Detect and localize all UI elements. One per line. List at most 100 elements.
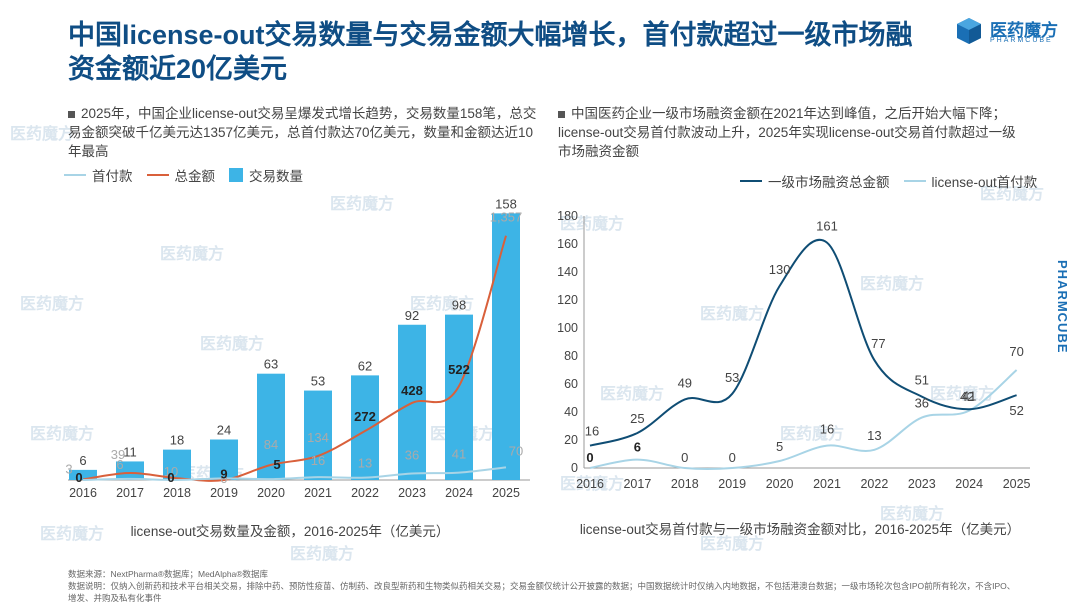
x-tick-label: 2025 <box>1003 477 1031 491</box>
financing-label: 77 <box>871 336 885 351</box>
financing-label: 161 <box>816 219 838 234</box>
total-label: 428 <box>401 383 423 398</box>
explain-note: 数据说明：仅纳入创新药和技术平台相关交易，排除中药、预防性疫苗、仿制药、改良型新… <box>68 581 1016 603</box>
y-tick-label: 0 <box>571 461 578 475</box>
upfront-label: 41 <box>962 389 976 404</box>
watermark: 医药魔方 <box>290 546 355 563</box>
side-brand-label: PHARMCUBE <box>1055 260 1070 354</box>
bar-deals <box>163 449 191 480</box>
y-tick-label: 140 <box>557 265 578 279</box>
y-tick-label: 20 <box>564 433 578 447</box>
total-label: 134 <box>307 430 329 445</box>
y-tick-label: 40 <box>564 405 578 419</box>
bar-deals <box>210 439 238 480</box>
y-tick-label: 80 <box>564 349 578 363</box>
total-label: 3 <box>65 461 72 476</box>
left-legend: 首付款 总金额 交易数量 <box>64 165 317 185</box>
upfront-label: 16 <box>311 453 325 468</box>
legend-item-upfront: 首付款 <box>64 165 133 185</box>
y-tick-label: 180 <box>557 209 578 223</box>
total-amount-line <box>82 235 507 482</box>
x-tick-label: 2022 <box>860 477 888 491</box>
x-tick-label: 2021 <box>304 486 332 500</box>
upfront-label: 0 <box>586 450 593 465</box>
total-label: 522 <box>448 362 470 377</box>
x-tick-label: 2016 <box>69 486 97 500</box>
bar-label: 62 <box>358 358 372 373</box>
legend-item-financing: 一级市场融资总金额 <box>740 171 890 191</box>
upfront-label: 0 <box>681 450 688 465</box>
x-tick-label: 2021 <box>813 477 841 491</box>
bar-label: 53 <box>311 374 325 389</box>
financing-label: 25 <box>630 411 644 426</box>
left-chart: 6201611201718201824201963202053202162202… <box>65 196 530 500</box>
bar-label: 158 <box>495 196 517 211</box>
x-tick-label: 2020 <box>766 477 794 491</box>
total-label: 39 <box>111 447 125 462</box>
upfront-label: 13 <box>358 456 372 471</box>
total-label: 272 <box>354 409 376 424</box>
upfront-label: 6 <box>116 457 123 472</box>
bar-label: 24 <box>217 423 231 438</box>
upfront-label: 36 <box>405 448 419 463</box>
upfront-label: 70 <box>1009 344 1023 359</box>
x-tick-label: 2017 <box>116 486 144 500</box>
total-label: 10 <box>164 464 178 479</box>
x-tick-label: 2025 <box>492 486 520 500</box>
x-tick-label: 2020 <box>257 486 285 500</box>
total-label: 1,357 <box>490 210 523 225</box>
total-label: 84 <box>264 437 278 452</box>
x-tick-label: 2024 <box>445 486 473 500</box>
upfront-label: 6 <box>634 440 641 455</box>
financing-label: 49 <box>678 375 692 390</box>
bar-label: 6 <box>79 453 86 468</box>
upfront-label: 41 <box>452 447 466 462</box>
legend-item-upfront: license-out首付款 <box>903 171 1037 191</box>
bullet-square-icon <box>68 110 75 118</box>
brand-name-en: PHARMCUBE <box>990 37 1053 44</box>
x-tick-label: 2016 <box>576 477 604 491</box>
financing-label: 42 <box>960 389 974 404</box>
upfront-label: 0 <box>729 450 736 465</box>
bullet-square-icon <box>558 110 565 118</box>
x-tick-label: 2023 <box>908 477 936 491</box>
x-tick-label: 2024 <box>955 477 983 491</box>
watermark: 医药魔方 <box>10 126 75 143</box>
source-note: 数据来源：NextPharma®数据库；MedAlpha®数据库 <box>68 569 269 579</box>
y-tick-label: 100 <box>557 321 578 335</box>
left-note: 2025年，中国企业license-out交易呈爆发式增长趋势，交易数量158笔… <box>68 106 537 159</box>
upfront-label: 9 <box>220 466 227 481</box>
right-caption: license-out交易首付款与一级市场融资金额对比，2016-2025年（亿… <box>579 522 1021 537</box>
legend-item-total: 总金额 <box>146 165 215 185</box>
upfront-label: 16 <box>820 422 834 437</box>
right-legend: 一级市场融资总金额 license-out首付款 <box>740 171 1051 191</box>
x-tick-label: 2023 <box>398 486 426 500</box>
cube-logo-icon <box>957 18 981 44</box>
y-tick-label: 160 <box>557 237 578 251</box>
x-tick-label: 2018 <box>671 477 699 491</box>
right-note: 中国医药企业一级市场融资金额在2021年达到峰值，之后开始大幅下降；licens… <box>558 106 1016 159</box>
left-caption: license-out交易数量及金额，2016-2025年（亿美元） <box>130 524 450 539</box>
bar-deals <box>492 213 520 480</box>
page-title: 中国license-out交易数量与交易金额大幅增长，首付款超过一级市场融资金额… <box>68 20 913 84</box>
bar-deals <box>304 390 332 480</box>
financing-label: 16 <box>585 424 599 439</box>
x-tick-label: 2022 <box>351 486 379 500</box>
financing-label: 53 <box>725 370 739 385</box>
financing-label: 130 <box>769 262 791 277</box>
bar-label: 18 <box>170 433 184 448</box>
upfront-label: 70 <box>509 443 523 458</box>
financing-label: 51 <box>915 373 929 388</box>
y-tick-label: 60 <box>564 377 578 391</box>
upfront-label: 5 <box>273 457 280 472</box>
bar-label: 63 <box>264 357 278 372</box>
x-tick-label: 2019 <box>210 486 238 500</box>
bar-deals <box>351 375 379 480</box>
x-tick-label: 2019 <box>718 477 746 491</box>
bar-deals <box>69 469 97 480</box>
x-tick-label: 2018 <box>163 486 191 500</box>
bar-deals <box>116 461 144 480</box>
bar-label: 98 <box>452 298 466 313</box>
upfront-label: 13 <box>867 428 881 443</box>
